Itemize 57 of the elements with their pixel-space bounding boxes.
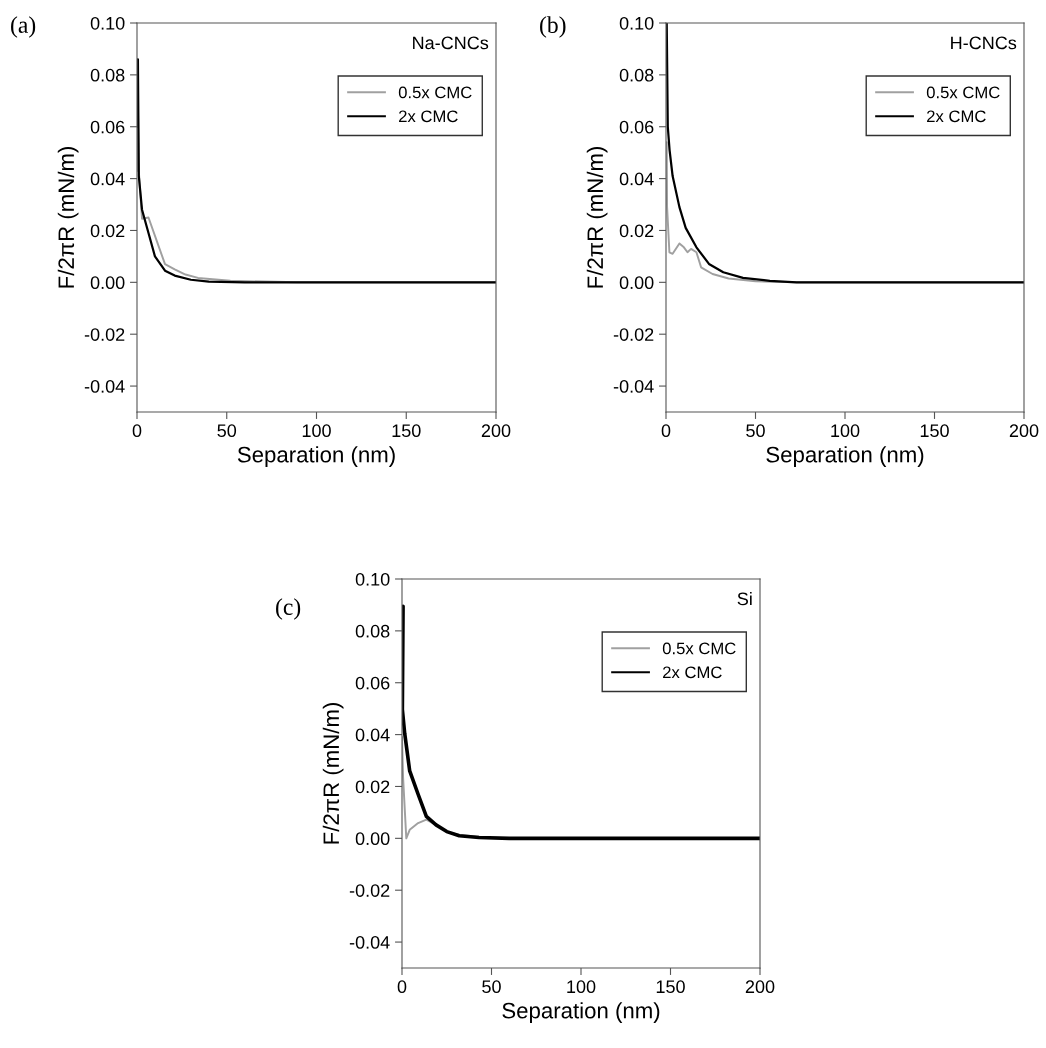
y-tick-label: -0.04 xyxy=(613,380,654,393)
annotation: Si xyxy=(737,591,752,606)
x-axis-title: Separation (nm) xyxy=(502,1002,660,1023)
y-tick-label: 0.06 xyxy=(619,120,654,134)
x-tick-label: 200 xyxy=(745,980,775,994)
x-tick-label: 200 xyxy=(1009,424,1039,438)
text: (a) xyxy=(11,16,36,38)
y-tick-label: 0.10 xyxy=(90,16,125,30)
y-tick-label: 0.00 xyxy=(90,276,125,290)
x-tick-label: 100 xyxy=(831,424,860,438)
y-axis-title: F/2πR (mN/m) xyxy=(586,147,608,288)
legend-label: 2x CMC xyxy=(663,666,722,679)
x-tick-label: 150 xyxy=(392,424,421,438)
y-tick-label: 0.08 xyxy=(619,68,654,82)
legend-label: 0.5x CMC xyxy=(926,86,1000,99)
legend-label: 0.5x CMC xyxy=(398,86,472,99)
y-tick-label: 0.04 xyxy=(355,728,390,742)
y-axis-title: F/2πR (mN/m) xyxy=(57,147,79,288)
y-tick-label: 0.06 xyxy=(355,676,390,690)
y-tick-label: 0.00 xyxy=(355,832,390,846)
x-tick-label: 50 xyxy=(217,424,237,438)
y-tick-label: 0.04 xyxy=(619,172,654,186)
annotation: Na-CNCs xyxy=(413,36,489,50)
x-axis-title: Separation (nm) xyxy=(237,446,395,467)
y-tick-label: 0.00 xyxy=(619,276,654,290)
y-tick-label: 0.04 xyxy=(90,172,125,186)
y-tick-label: -0.04 xyxy=(84,380,125,393)
y-tick-label: 0.08 xyxy=(90,68,125,82)
y-axis-title: F/2πR (mN/m) xyxy=(322,703,344,844)
y-tick-label: 0.10 xyxy=(355,572,390,586)
y-tick-label: 0.02 xyxy=(619,224,654,238)
x-tick-label: 0 xyxy=(132,424,142,438)
y-tick-label: 0.10 xyxy=(619,16,654,30)
x-tick-label: 0 xyxy=(661,424,671,438)
x-tick-label: 150 xyxy=(920,424,949,438)
x-tick-label: 50 xyxy=(746,424,765,438)
text: (b) xyxy=(540,16,566,38)
legend-label: 2x CMC xyxy=(927,110,986,123)
x-axis-title: Separation (nm) xyxy=(766,446,924,467)
x-tick-label: 100 xyxy=(302,424,331,438)
x-tick-label: 50 xyxy=(482,980,501,994)
y-tick-label: -0.04 xyxy=(349,936,390,949)
y-tick-label: 0.08 xyxy=(355,624,390,638)
legend-label: 2x CMC xyxy=(399,110,458,123)
y-tick-label: -0.02 xyxy=(349,884,390,897)
y-tick-label: 0.02 xyxy=(355,780,390,794)
x-tick-label: 0 xyxy=(397,980,407,994)
x-tick-label: 150 xyxy=(656,980,685,994)
y-tick-label: 0.02 xyxy=(90,224,125,238)
y-tick-label: 0.06 xyxy=(90,120,125,134)
y-tick-label: -0.02 xyxy=(84,328,125,341)
text: (c) xyxy=(276,598,301,620)
y-tick-label: -0.02 xyxy=(613,328,654,341)
legend-label: 0.5x CMC xyxy=(662,642,736,655)
x-tick-label: 200 xyxy=(481,424,511,438)
annotation: H-CNCs xyxy=(951,36,1017,50)
x-tick-label: 100 xyxy=(567,980,596,994)
